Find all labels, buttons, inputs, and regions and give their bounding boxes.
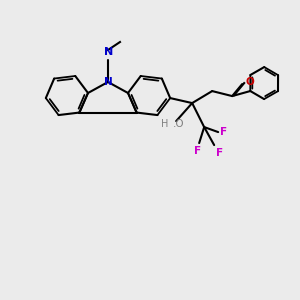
Text: F: F <box>220 127 227 137</box>
Text: F: F <box>194 146 201 156</box>
Text: N: N <box>103 77 112 87</box>
Text: F: F <box>216 148 223 158</box>
Text: .O: .O <box>173 119 185 129</box>
Text: H: H <box>161 119 168 129</box>
Text: O: O <box>245 77 254 87</box>
Text: N: N <box>104 47 114 57</box>
